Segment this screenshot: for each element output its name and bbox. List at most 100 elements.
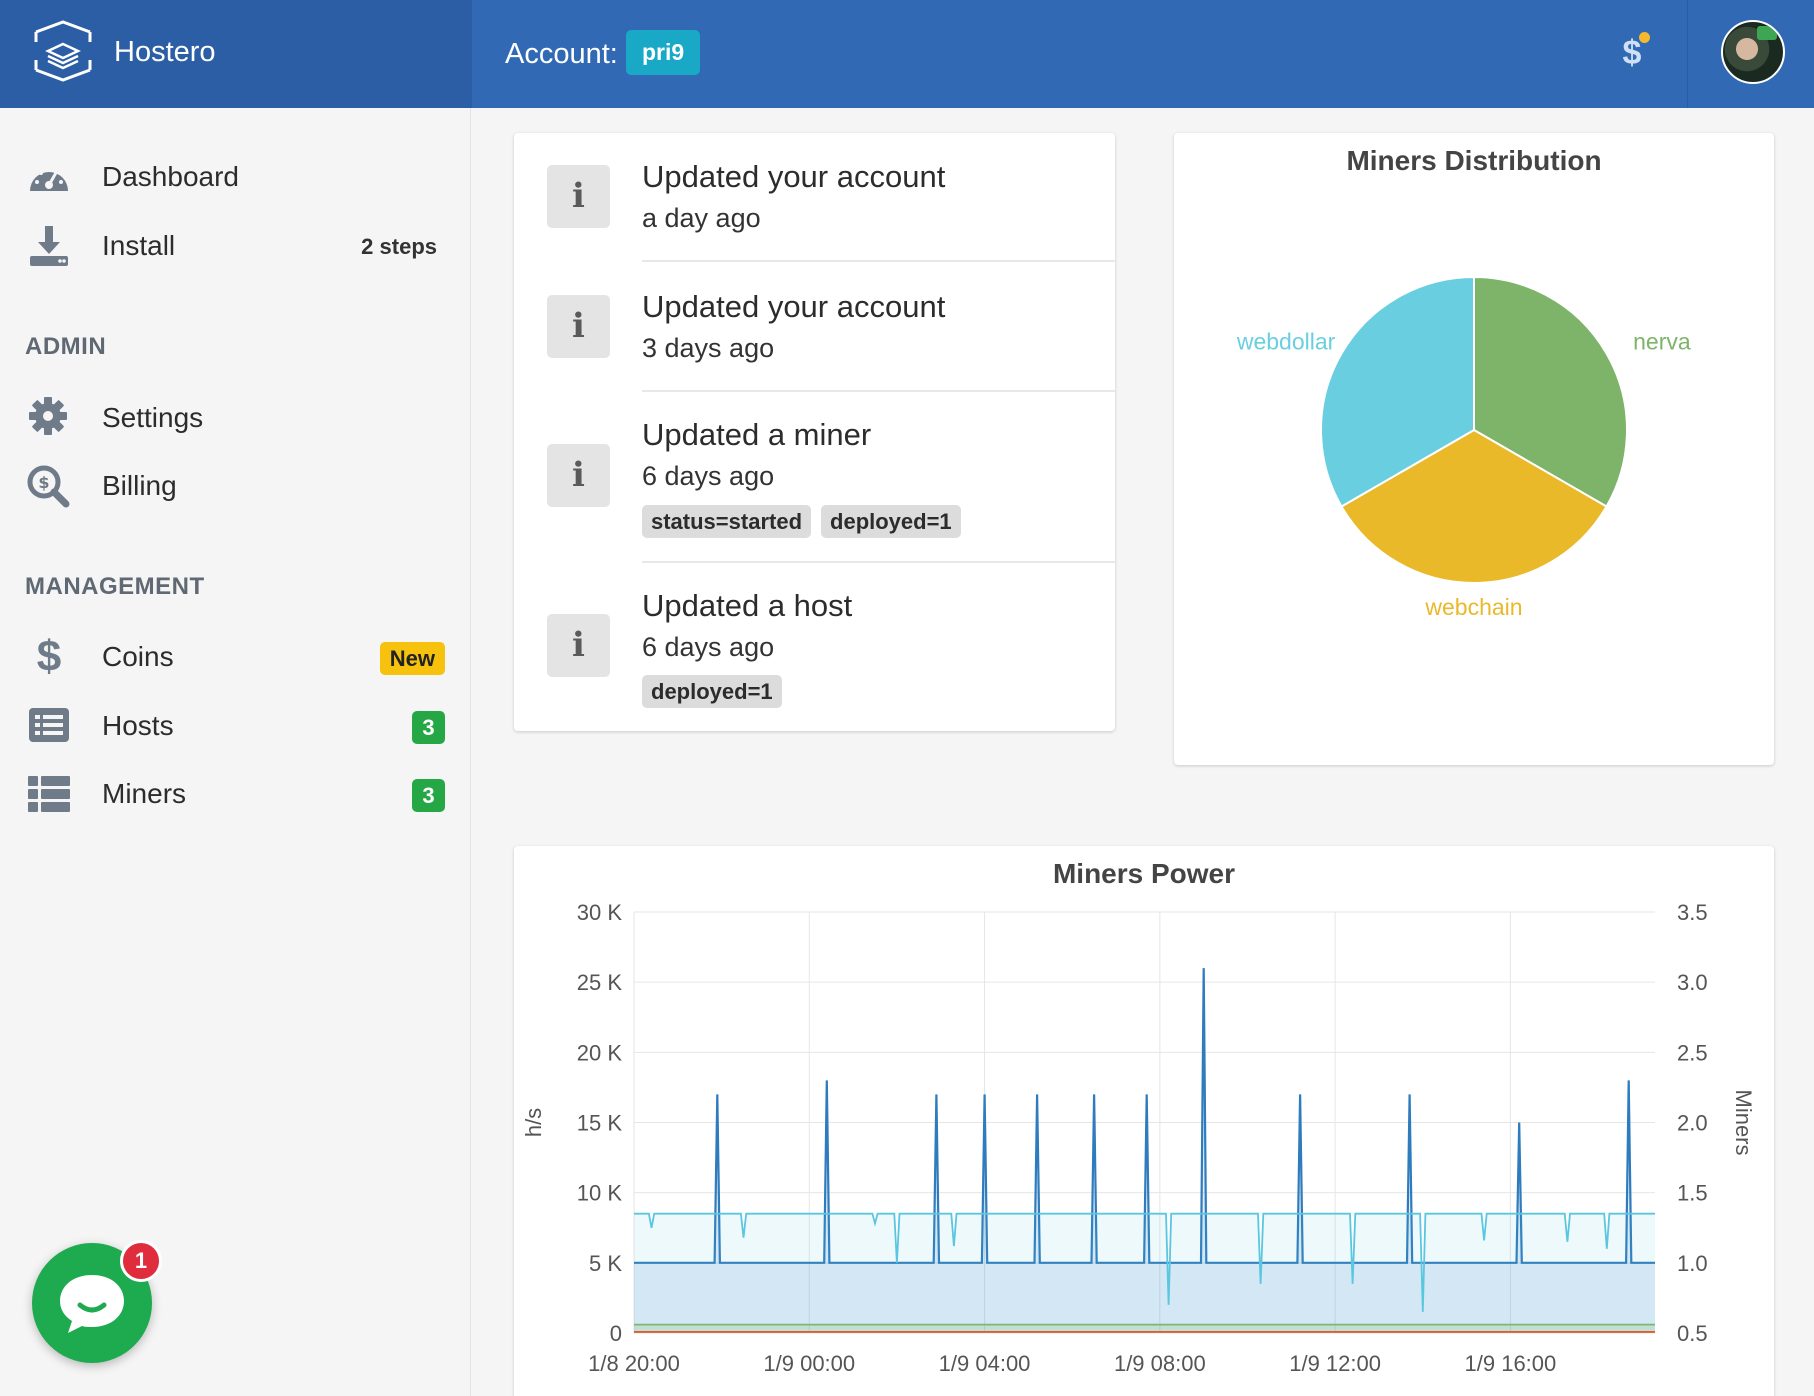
y-tick-label: 20 K	[577, 1040, 623, 1065]
activity-title: Updated your account	[642, 159, 946, 194]
top-bar: Hostero Account: pri9 $	[0, 0, 1814, 108]
divider	[642, 390, 1115, 392]
y2-tick-label: 0.5	[1677, 1321, 1708, 1346]
activity-title: Updated a host	[642, 588, 853, 623]
list-icon	[29, 708, 69, 742]
y-tick-label: 0	[610, 1321, 622, 1346]
sidebar-item-label: Coins	[102, 641, 174, 672]
x-tick-label: 1/9 04:00	[939, 1351, 1031, 1376]
x-tick-label: 1/8 20:00	[588, 1351, 680, 1376]
divider	[642, 260, 1115, 262]
account-badge[interactable]: pri9	[626, 30, 701, 75]
gear-icon	[29, 397, 67, 435]
sidebar: Dashboard Install 2 steps ADMIN Settings	[0, 108, 471, 1396]
tag: deployed=1	[821, 505, 961, 538]
y-tick-label: 15 K	[577, 1111, 623, 1136]
y2-tick-label: 2.0	[1677, 1111, 1708, 1136]
table-list-icon	[28, 776, 70, 812]
activity-tags: deployed=1	[642, 675, 782, 708]
activity-time: a day ago	[642, 203, 761, 233]
hosts-count-badge: 3	[412, 711, 445, 744]
chart-title: Miners Power	[1052, 858, 1236, 889]
info-icon: i	[547, 165, 610, 228]
sidebar-item-label: Dashboard	[102, 161, 239, 192]
pie-label: webchain	[1424, 594, 1522, 620]
y2-tick-label: 3.0	[1677, 970, 1708, 995]
x-tick-label: 1/9 00:00	[763, 1351, 855, 1376]
pie-chart: nerva webchain webdollar	[1236, 275, 1691, 620]
series-area	[634, 1213, 1655, 1333]
activity-title: Updated your account	[642, 289, 946, 324]
chat-bubble-icon	[60, 1275, 124, 1333]
info-icon: i	[547, 444, 610, 507]
svg-text:$: $	[38, 473, 49, 492]
y-tick-label: 10 K	[577, 1181, 623, 1206]
dollar-icon: $	[36, 632, 62, 681]
billing-search-dollar-icon: $	[27, 465, 70, 508]
new-badge: New	[379, 642, 445, 675]
user-avatar[interactable]	[1721, 20, 1785, 84]
pie-label: nerva	[1633, 329, 1691, 355]
logo-icon	[34, 20, 92, 82]
y2-tick-label: 1.5	[1677, 1181, 1708, 1206]
sidebar-item-coins[interactable]: $ Coins New	[0, 629, 471, 685]
activity-time: 6 days ago	[642, 632, 775, 662]
sidebar-item-dashboard[interactable]: Dashboard	[0, 149, 471, 205]
activity-tags: status=started deployed=1	[642, 505, 961, 538]
chart-title: Miners Distribution	[1346, 145, 1602, 176]
tag: status=started	[642, 505, 812, 538]
series-line	[634, 968, 1655, 1264]
pie-label: webdollar	[1236, 329, 1336, 355]
chat-unread-badge: 1	[120, 1240, 162, 1282]
sidebar-item-label: Miners	[102, 778, 187, 809]
miners-power-card: Miners Power 0 0.5 5 K 1.0 10 K 1.5 15 K 2.0 20 …	[514, 846, 1774, 1396]
y2-tick-label: 1.0	[1677, 1251, 1708, 1276]
sidebar-item-label: Billing	[102, 470, 177, 501]
section-title-admin: ADMIN	[25, 333, 107, 360]
y-tick-label: 25 K	[577, 970, 623, 995]
y-axis-label: h/s	[521, 1108, 546, 1137]
section-title-management: MANAGEMENT	[25, 573, 205, 600]
topbar-divider	[1687, 0, 1688, 108]
activity-feed: i Updated your account a day ago i Updat…	[514, 133, 1115, 731]
y-tick-label: 30 K	[577, 900, 623, 925]
y2-tick-label: 3.5	[1677, 900, 1708, 925]
x-tick-label: 1/9 08:00	[1114, 1351, 1206, 1376]
pie-slice	[1320, 275, 1475, 508]
info-icon: i	[547, 614, 610, 677]
activity-time: 6 days ago	[642, 461, 775, 491]
sidebar-item-label: Hosts	[102, 710, 174, 741]
sidebar-item-billing[interactable]: $ Billing	[0, 458, 471, 514]
sidebar-item-hosts[interactable]: Hosts 3	[0, 698, 471, 754]
sidebar-item-install[interactable]: Install 2 steps	[0, 218, 471, 274]
tag: deployed=1	[642, 675, 782, 708]
miners-count-badge: 3	[412, 779, 445, 812]
sidebar-item-settings[interactable]: Settings	[0, 390, 471, 446]
y2-axis-label: Miners	[1731, 1089, 1756, 1155]
series-area	[634, 1324, 1655, 1333]
sidebar-item-miners[interactable]: Miners 3	[0, 766, 471, 822]
download-icon	[30, 226, 68, 266]
sidebar-item-label: Settings	[102, 402, 204, 433]
account-label: Account:	[505, 38, 618, 70]
dashboard-gauge-icon	[30, 167, 68, 191]
line-chart: 0 0.5 5 K 1.0 10 K 1.5 15 K 2.0 20 K 2.5 25 K 3.0 30…	[521, 900, 1756, 1376]
x-tick-label: 1/9 16:00	[1465, 1351, 1557, 1376]
pie-slice	[1473, 275, 1628, 508]
sidebar-item-label: Install	[102, 230, 176, 261]
y-tick-label: 5 K	[589, 1251, 622, 1276]
divider	[642, 561, 1115, 563]
install-steps-count: 2 steps	[361, 234, 437, 259]
brand[interactable]: Hostero	[0, 0, 472, 108]
x-tick-label: 1/9 12:00	[1289, 1351, 1381, 1376]
dollar-icon: $	[1622, 34, 1642, 72]
app-name: Hostero	[114, 36, 216, 68]
activity-time: 3 days ago	[642, 333, 775, 363]
info-icon: i	[547, 295, 610, 358]
billing-dollar-button[interactable]: $	[1610, 28, 1654, 78]
miners-distribution-card: Miners Distribution nerva webchain webdoll…	[1174, 133, 1774, 765]
y2-tick-label: 2.5	[1677, 1040, 1708, 1065]
series-line	[634, 1212, 1655, 1312]
notification-dot	[1639, 32, 1650, 43]
activity-title: Updated a miner	[642, 417, 872, 452]
